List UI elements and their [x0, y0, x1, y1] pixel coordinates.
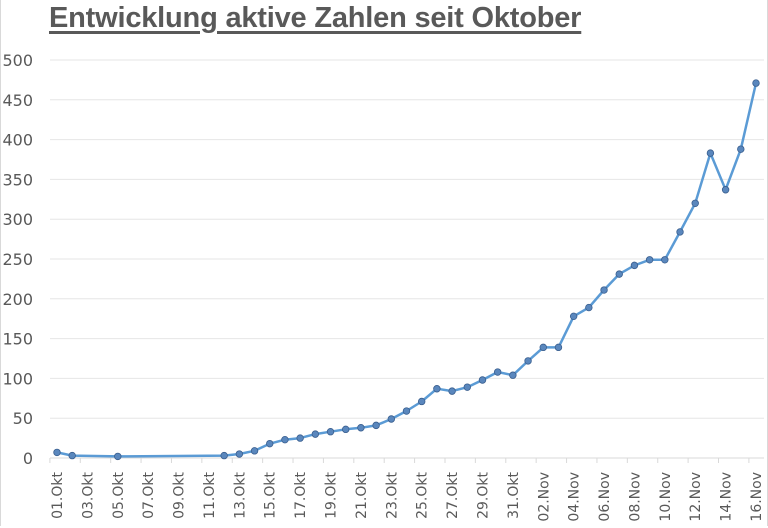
x-axis: 01.Okt 03.Okt 05.Okt 07.Okt 09.Okt 11.Okt 13.O… [49, 458, 765, 522]
data-point [357, 424, 365, 432]
x-tick-label: 01.Okt [50, 471, 66, 518]
data-point [266, 439, 274, 448]
x-tick-label: 27.Okt [445, 471, 461, 518]
data-point [250, 447, 259, 455]
data-point [372, 421, 380, 430]
x-tick-label: 21.Okt [354, 471, 370, 518]
data-point [433, 385, 441, 393]
data-point [691, 199, 699, 207]
x-tick-label: 04.Nov [567, 472, 583, 522]
data-point [630, 261, 639, 270]
x-tick-label: 12.Nov [688, 472, 704, 522]
data-point [463, 383, 471, 391]
x-tick-label: 10.Nov [658, 472, 674, 522]
x-tick-label: 31.Okt [506, 471, 522, 518]
data-series [53, 79, 760, 461]
y-tick-label: 250 [2, 250, 33, 269]
data-point [585, 303, 593, 312]
data-point [554, 343, 563, 352]
y-tick-label: 350 [2, 170, 33, 189]
x-tick-label: 23.Okt [384, 471, 400, 518]
data-point [737, 145, 745, 153]
data-point [402, 407, 411, 415]
data-point [524, 357, 532, 365]
data-point [53, 448, 61, 457]
data-point [509, 371, 517, 379]
data-point [645, 256, 654, 264]
data-point [752, 79, 760, 87]
x-tick-label: 19.Okt [324, 471, 340, 518]
y-tick-label: 50 [13, 409, 33, 428]
x-tick-label: 02.Nov [536, 472, 552, 522]
y-tick-label: 300 [2, 210, 33, 229]
data-point [676, 228, 684, 236]
data-point [493, 368, 502, 376]
data-point [220, 451, 228, 460]
data-point [615, 270, 623, 278]
x-tick-label: 11.Okt [202, 471, 218, 518]
data-point [417, 397, 426, 406]
data-point [539, 343, 547, 352]
data-point [342, 425, 350, 434]
data-point [569, 312, 578, 321]
data-point [235, 450, 244, 458]
x-tick-label: 14.Nov [719, 472, 735, 522]
x-tick-label: 07.Okt [141, 471, 157, 518]
data-point [281, 435, 289, 444]
data-point [296, 434, 304, 442]
chart-title: Entwicklung aktive Zahlen seit Oktober [49, 2, 582, 34]
y-tick-label: 450 [2, 91, 33, 110]
y-tick-label: 200 [2, 290, 33, 309]
x-tick-label: 17.Okt [293, 471, 309, 518]
data-point [311, 430, 320, 438]
y-axis: 0 50 100 150 200 250 300 350 400 450 500 [2, 51, 33, 468]
data-point [478, 376, 487, 384]
x-tick-label: 13.Okt [232, 471, 248, 518]
y-tick-label: 150 [2, 330, 33, 349]
gridlines [50, 59, 764, 459]
data-point [706, 149, 715, 157]
series-line [56, 82, 758, 458]
y-tick-label: 0 [23, 449, 33, 468]
y-tick-label: 100 [2, 369, 33, 388]
x-tick-label: 08.Nov [627, 472, 643, 522]
x-tick-label: 15.Okt [263, 471, 279, 518]
x-tick-label: 03.Okt [80, 471, 96, 518]
data-point [114, 452, 122, 461]
data-point [68, 451, 76, 460]
x-tick-label: 29.Okt [475, 471, 491, 518]
x-tick-label: 09.Okt [172, 471, 188, 518]
y-tick-label: 400 [2, 131, 33, 150]
data-point [661, 256, 669, 264]
x-tick-label: 25.Okt [415, 471, 431, 518]
x-tick-label: 05.Okt [111, 471, 127, 518]
x-tick-label: 16.Nov [749, 472, 765, 522]
data-point [326, 428, 335, 436]
y-tick-label: 500 [2, 51, 33, 70]
x-tick-label: 06.Nov [597, 472, 613, 522]
data-point [600, 286, 608, 294]
data-point [448, 387, 456, 395]
data-point [387, 415, 396, 423]
data-point [721, 186, 730, 194]
